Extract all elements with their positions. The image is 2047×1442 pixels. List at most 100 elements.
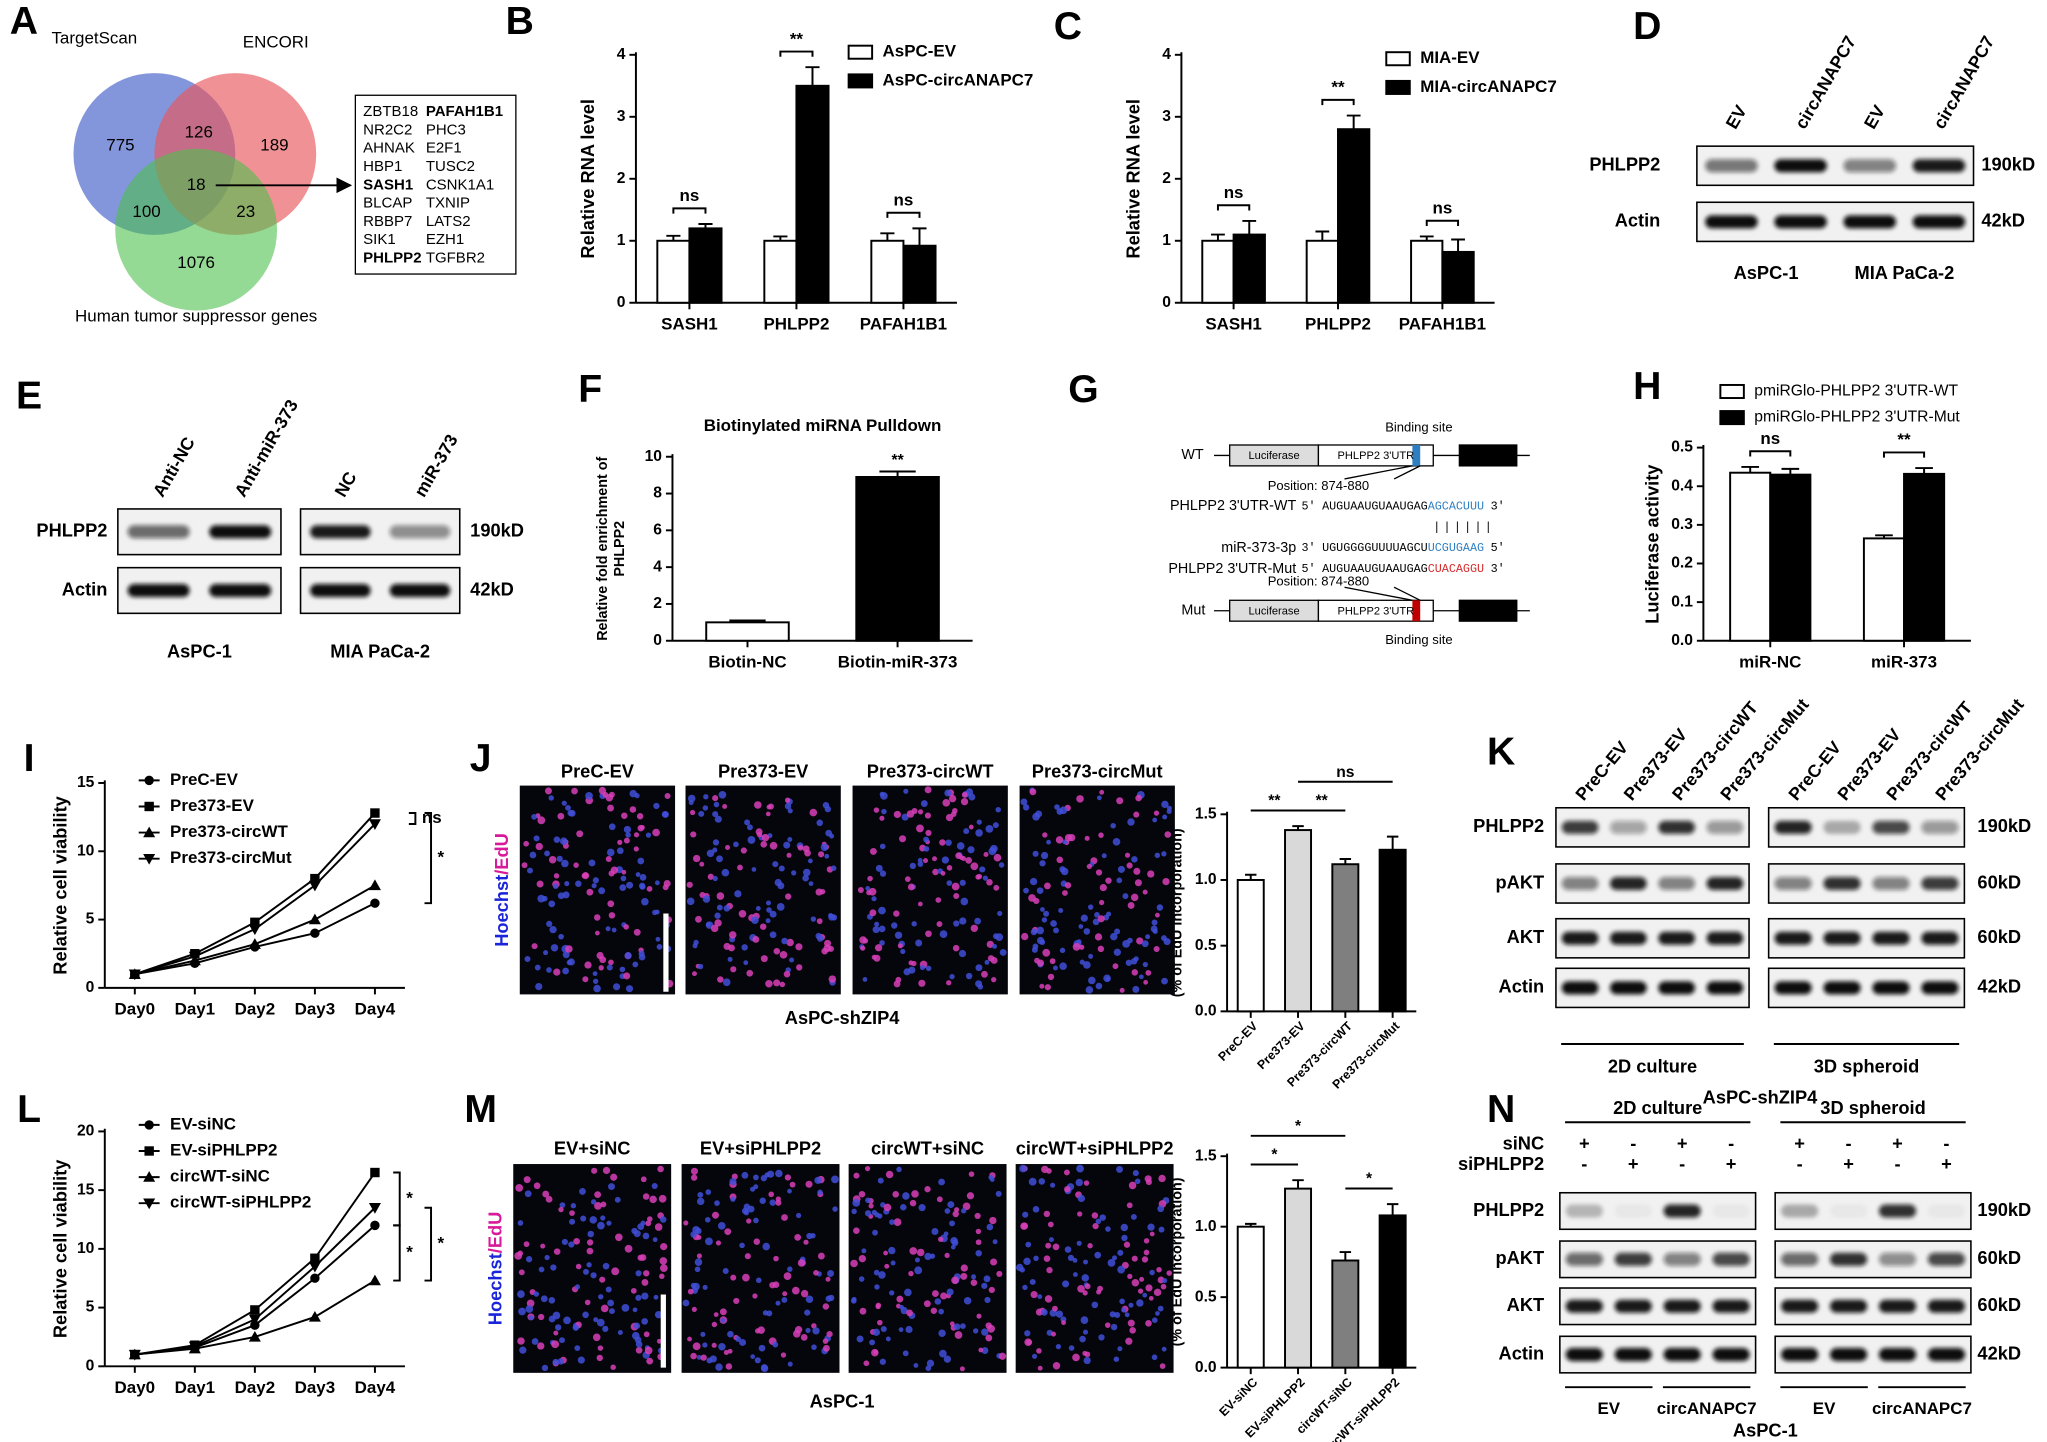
cell-nucleus xyxy=(789,1181,796,1188)
y-tick-label: 1.0 xyxy=(1195,1218,1217,1235)
cell-nucleus xyxy=(630,1287,637,1294)
sequence-part: AGCACUUU xyxy=(1428,499,1484,513)
cell-nucleus xyxy=(981,1347,989,1355)
cell-nucleus xyxy=(888,1246,896,1255)
cell-nucleus xyxy=(796,964,803,971)
cell-nucleus xyxy=(1024,1338,1032,1346)
cell-nucleus xyxy=(879,843,886,850)
cell-nucleus xyxy=(926,1359,935,1367)
cell-nucleus xyxy=(1032,812,1040,821)
blot-band xyxy=(1774,820,1812,834)
y-tick-label: 4 xyxy=(1162,46,1171,63)
y-tick-label: 8 xyxy=(653,485,662,502)
error-bar xyxy=(1741,465,1760,473)
cell-nucleus xyxy=(1141,1256,1149,1263)
cell-nucleus xyxy=(946,880,953,886)
cell-nucleus xyxy=(784,1174,791,1181)
significance-bracket xyxy=(424,1206,433,1282)
venn-count: 189 xyxy=(260,136,288,155)
x-tick-label: Day3 xyxy=(295,1378,336,1397)
cell-nucleus xyxy=(993,853,1002,862)
cell-nucleus xyxy=(1152,817,1158,823)
blot-band xyxy=(1565,1252,1603,1266)
panel-label: I xyxy=(24,737,35,780)
cell-nucleus xyxy=(602,1325,609,1332)
cell-nucleus xyxy=(541,895,548,902)
cell-nucleus xyxy=(553,1330,559,1336)
gene-name: LATS2 xyxy=(426,213,471,230)
cell-nucleus xyxy=(657,1165,664,1173)
cell-nucleus xyxy=(746,969,754,977)
cell-nucleus xyxy=(959,1366,965,1372)
blot-size-label: 42kD xyxy=(1977,976,2021,997)
cell-nucleus xyxy=(702,895,711,903)
treatment-sign: + xyxy=(1628,1153,1639,1174)
legend-marker xyxy=(144,801,154,812)
cell-nucleus xyxy=(1040,1308,1048,1316)
treatment-sign: + xyxy=(1941,1153,1952,1174)
cell-nucleus xyxy=(735,1336,741,1342)
cell-nucleus xyxy=(695,915,702,923)
cell-nucleus xyxy=(873,1269,880,1276)
cell-nucleus xyxy=(540,1295,548,1303)
construct-label: Mut xyxy=(1181,603,1205,619)
cell-nucleus xyxy=(1029,877,1038,886)
cell-nucleus xyxy=(1059,806,1068,815)
cell-nucleus xyxy=(1046,839,1051,845)
cell-nucleus xyxy=(1084,835,1090,841)
cell-nucleus xyxy=(812,1327,820,1335)
image-caption: AsPC-shZIP4 xyxy=(785,1007,900,1028)
cell-nucleus xyxy=(1031,946,1038,953)
cell-nucleus xyxy=(1122,893,1129,900)
cell-nucleus xyxy=(723,905,731,912)
cell-nucleus xyxy=(827,945,834,952)
cell-nucleus xyxy=(1036,1348,1042,1354)
cell-nucleus xyxy=(1161,935,1167,941)
cell-nucleus xyxy=(1094,933,1103,941)
y-tick-label: 2 xyxy=(617,170,626,187)
cell-nucleus xyxy=(975,829,983,837)
cell-nucleus xyxy=(877,1319,883,1326)
point xyxy=(370,808,380,818)
cell-nucleus xyxy=(639,825,645,830)
cell-nucleus xyxy=(954,1207,960,1213)
gene-box xyxy=(354,94,517,275)
cell-nucleus xyxy=(682,1299,690,1307)
cell-nucleus xyxy=(752,936,760,943)
cell-nucleus xyxy=(570,1202,577,1209)
cell-nucleus xyxy=(1116,797,1124,805)
cell-nucleus xyxy=(608,959,614,966)
cell-nucleus xyxy=(1153,946,1160,953)
cell-nucleus xyxy=(775,1169,783,1178)
cell-nucleus xyxy=(565,804,571,811)
cell-nucleus xyxy=(900,948,906,955)
cell-nucleus xyxy=(609,791,615,798)
cell-nucleus xyxy=(752,1293,758,1299)
blot-row-label: PHLPP2 xyxy=(36,520,107,541)
cell-nucleus xyxy=(1072,1258,1078,1263)
cell-nucleus xyxy=(571,787,578,795)
blot-band xyxy=(1921,876,1959,890)
cell-nucleus xyxy=(813,1270,819,1276)
sequence-end: 3' xyxy=(1301,541,1315,555)
treatment-sign: + xyxy=(1794,1132,1805,1153)
cell-nucleus xyxy=(1092,918,1100,926)
bar xyxy=(870,239,905,304)
cell-nucleus xyxy=(879,815,885,821)
treatment-sign: - xyxy=(1894,1153,1900,1174)
construct-element: Luciferase xyxy=(1248,605,1299,617)
cell-nucleus xyxy=(853,1227,860,1234)
cell-nucleus xyxy=(687,794,696,803)
cell-nucleus xyxy=(690,831,697,838)
cell-nucleus xyxy=(1128,1181,1137,1190)
cell-nucleus xyxy=(1067,1254,1075,1262)
cell-nucleus xyxy=(541,1364,549,1372)
cell-nucleus xyxy=(738,909,747,918)
cell-nucleus xyxy=(756,831,763,838)
blot-band xyxy=(1561,931,1599,945)
cell-nucleus xyxy=(652,1237,658,1243)
bar xyxy=(1769,473,1812,642)
cell-nucleus xyxy=(783,841,791,849)
cell-nucleus xyxy=(739,1338,747,1346)
cell-nucleus xyxy=(1059,962,1067,970)
